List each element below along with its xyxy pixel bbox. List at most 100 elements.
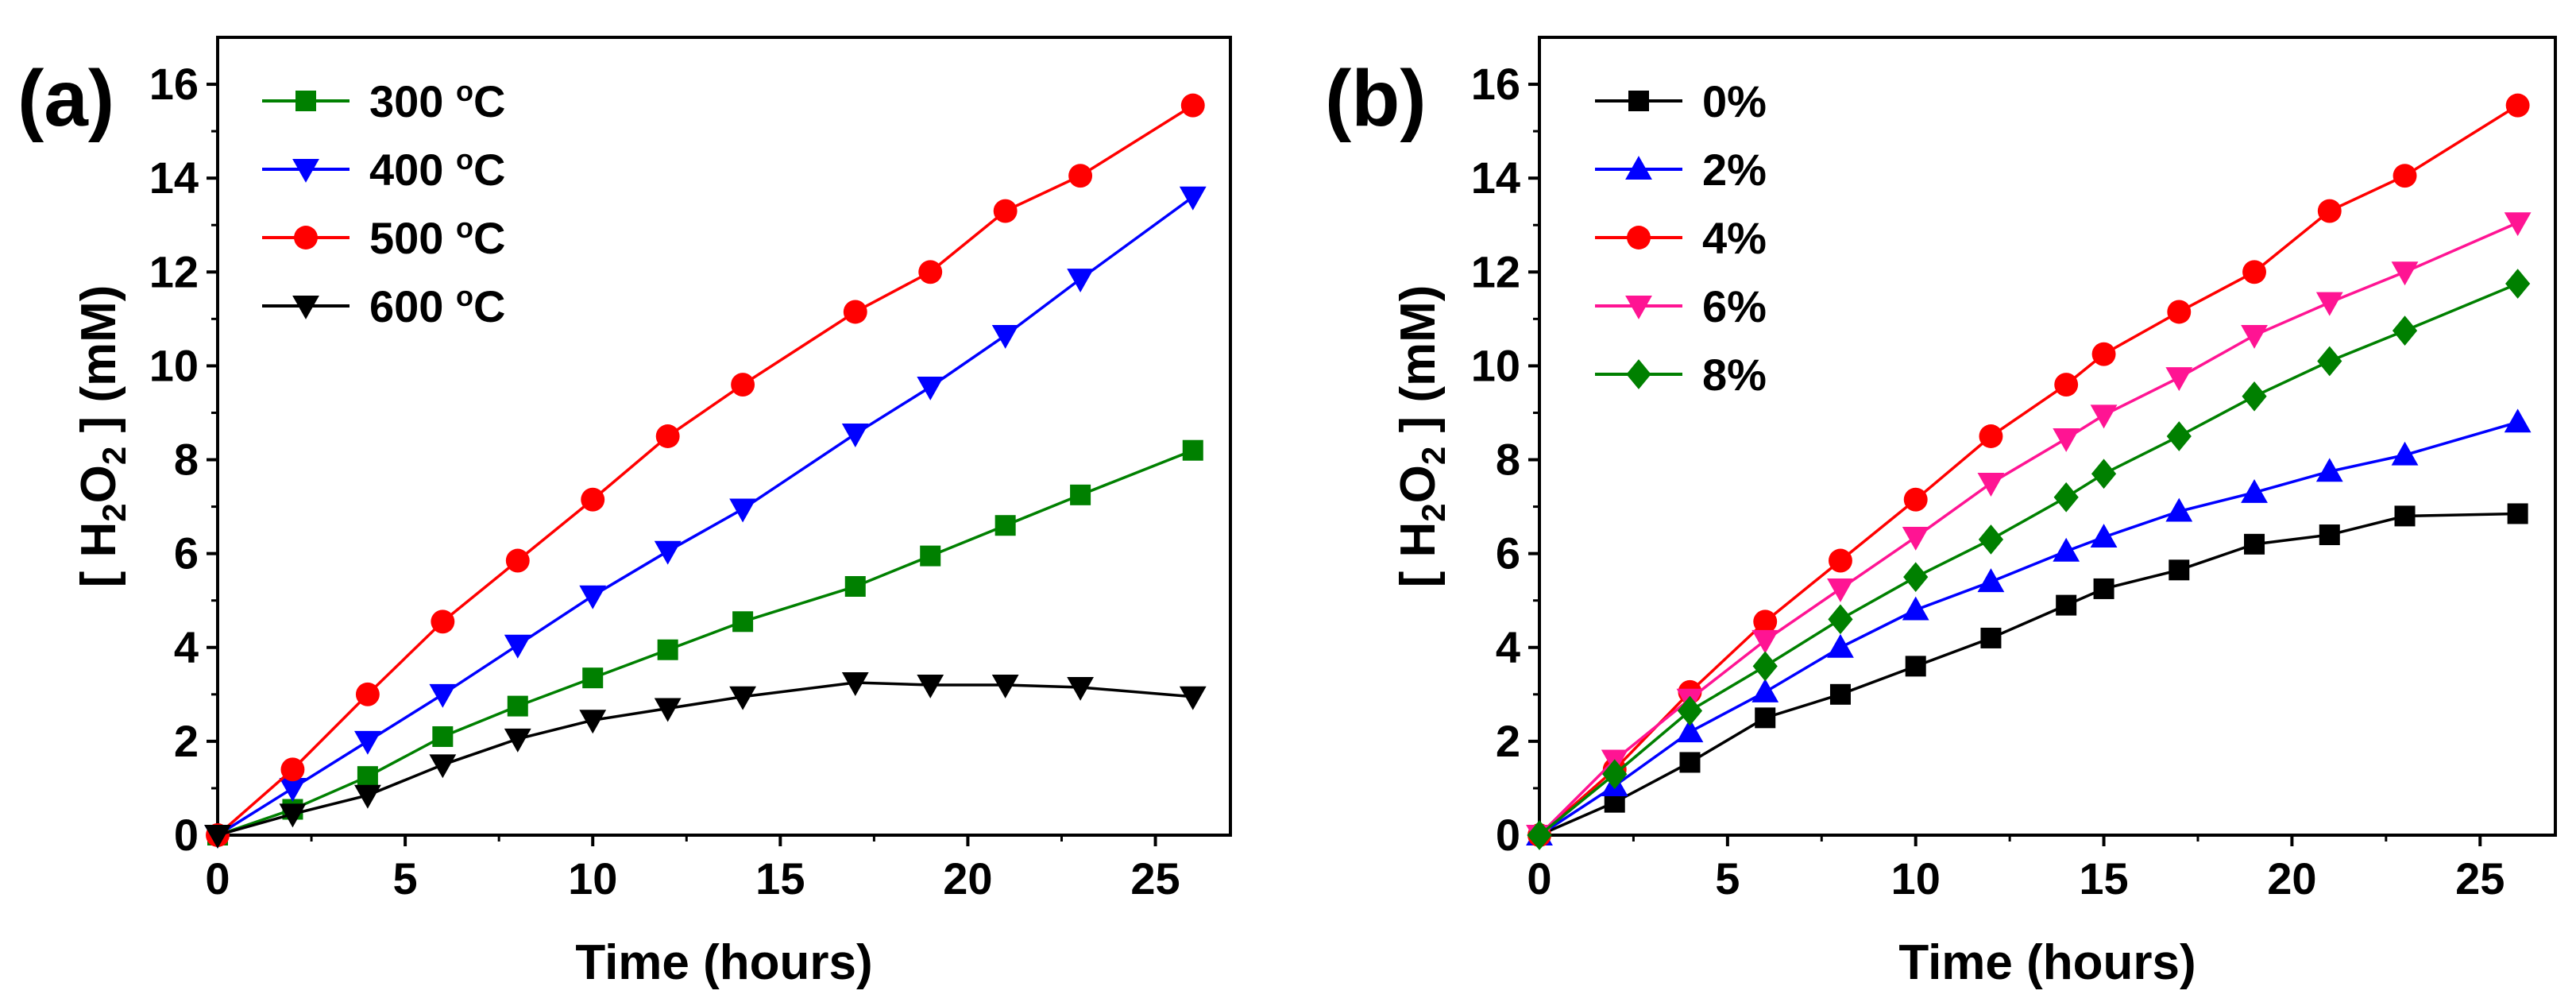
- y-tick-label: 16: [149, 59, 199, 109]
- series-500C: [206, 93, 1205, 847]
- chart-panel-a: 0 5 10 15 20 25 0 2 4 6 8 10 12 14 16 300 oC 400 oC 500 o…: [17, 36, 1232, 990]
- legend-label: 8%: [1702, 350, 1767, 400]
- data-point: [729, 498, 757, 523]
- data-point: [431, 609, 455, 634]
- y-title-part: O: [1391, 465, 1446, 503]
- data-point: [2319, 524, 2340, 546]
- y-tick-label: 14: [1471, 153, 1520, 203]
- data-point: [917, 376, 944, 400]
- data-point: [2315, 292, 2343, 316]
- data-point: [1902, 526, 1929, 551]
- legend-marker: [292, 159, 319, 183]
- y-tick-label: 12: [1471, 246, 1520, 296]
- data-point: [2091, 459, 2117, 489]
- legend-label: 4%: [1702, 213, 1767, 263]
- data-point: [2166, 421, 2192, 451]
- x-tick-label: 10: [568, 853, 617, 903]
- data-point: [920, 545, 941, 567]
- subscript: 2: [95, 503, 133, 521]
- data-point: [1827, 578, 1854, 602]
- y-title-part: [ H: [71, 522, 126, 588]
- data-point: [1828, 604, 1853, 635]
- data-point: [581, 487, 605, 512]
- legend-label: 500 oC: [369, 211, 505, 263]
- series-line: [1538, 221, 2519, 837]
- x-tick-label: 5: [1715, 853, 1740, 903]
- chart-panel-b: 0 5 10 15 20 25 0 2 4 6 8 10 12 14 16 0% 2% 4% 6% 8% Time (h…: [1325, 36, 2557, 990]
- legend-marker: [294, 226, 318, 250]
- data-point: [2241, 325, 2268, 349]
- data-point: [2244, 533, 2265, 555]
- data-point: [1751, 678, 1779, 702]
- legend-label: 400 oC: [369, 143, 505, 195]
- y-tick-label: 6: [1496, 528, 1520, 578]
- legend-unit: C: [473, 76, 505, 126]
- plot-frame: [216, 36, 1232, 837]
- data-point: [1180, 93, 1205, 118]
- degree-sign: o: [456, 211, 473, 244]
- y-axis-title: [ H2O2 ] (mM): [71, 285, 133, 588]
- data-point: [2394, 505, 2416, 527]
- data-point: [654, 540, 682, 565]
- data-point: [654, 698, 682, 722]
- legend-label: 6%: [1702, 281, 1767, 331]
- data-point: [1979, 424, 2003, 448]
- y-tick-label: 2: [1496, 716, 1520, 766]
- data-point: [2242, 260, 2266, 284]
- data-point: [732, 611, 754, 633]
- series-line: [1539, 512, 2518, 837]
- data-point: [2165, 367, 2193, 392]
- series-line: [1538, 282, 2519, 837]
- series-0: [1529, 503, 2528, 845]
- data-point: [918, 260, 943, 284]
- data-point: [1753, 609, 1778, 634]
- y-tick-label: 10: [1471, 340, 1520, 390]
- data-point: [279, 777, 307, 802]
- x-tick-label: 20: [2267, 853, 2316, 903]
- data-point: [1829, 683, 1851, 705]
- data-point: [2090, 524, 2118, 547]
- degree-sign: o: [456, 75, 473, 107]
- y-tick-label: 4: [1496, 622, 1520, 672]
- data-point: [1827, 633, 1854, 658]
- data-point: [1977, 473, 2005, 497]
- data-point: [991, 325, 1019, 349]
- data-point: [729, 686, 757, 710]
- data-point: [2091, 342, 2116, 366]
- data-point: [1829, 548, 1852, 573]
- x-tick-label: 25: [2455, 853, 2505, 903]
- data-point: [357, 766, 378, 787]
- data-point: [582, 667, 604, 689]
- series-300C: [207, 439, 1203, 845]
- legend-label: 300 oC: [369, 75, 505, 126]
- y-title-part: ] (mM): [71, 285, 126, 447]
- data-point: [505, 548, 530, 573]
- legend-marker: [1625, 296, 1652, 319]
- data-point: [2504, 212, 2532, 237]
- y-tick-label: 16: [1471, 59, 1520, 109]
- data-point: [504, 634, 531, 659]
- data-point: [2053, 537, 2080, 562]
- series-4: [1527, 93, 2530, 847]
- x-axis-title: Time (hours): [575, 935, 872, 990]
- data-point: [504, 728, 531, 753]
- y-axis-title: [ H2O2 ] (mM): [1391, 285, 1452, 588]
- subscript: 2: [95, 447, 133, 465]
- data-point: [2504, 408, 2532, 433]
- legend-marker: [295, 91, 316, 111]
- data-point: [2392, 315, 2418, 346]
- data-point: [1602, 759, 1628, 790]
- legend-label: 600 oC: [369, 280, 505, 331]
- legend-marker: [292, 296, 319, 319]
- data-point: [2056, 594, 2077, 616]
- data-point: [841, 424, 869, 447]
- data-point: [2054, 373, 2079, 397]
- data-point: [353, 730, 381, 755]
- data-point: [2169, 559, 2190, 581]
- series-6: [1526, 212, 2532, 849]
- data-point: [1752, 651, 1778, 682]
- y-tick-label: 8: [1496, 435, 1520, 485]
- data-point: [1679, 752, 1701, 773]
- subscript: 2: [1415, 503, 1452, 521]
